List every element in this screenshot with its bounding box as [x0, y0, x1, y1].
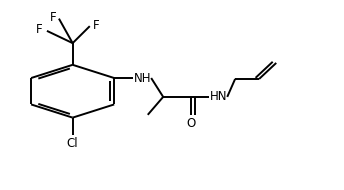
Text: Cl: Cl [67, 137, 78, 150]
Text: F: F [50, 11, 56, 24]
Text: O: O [186, 117, 195, 130]
Text: F: F [93, 19, 99, 32]
Text: NH: NH [134, 71, 151, 85]
Text: F: F [36, 23, 43, 36]
Text: HN: HN [209, 90, 227, 103]
